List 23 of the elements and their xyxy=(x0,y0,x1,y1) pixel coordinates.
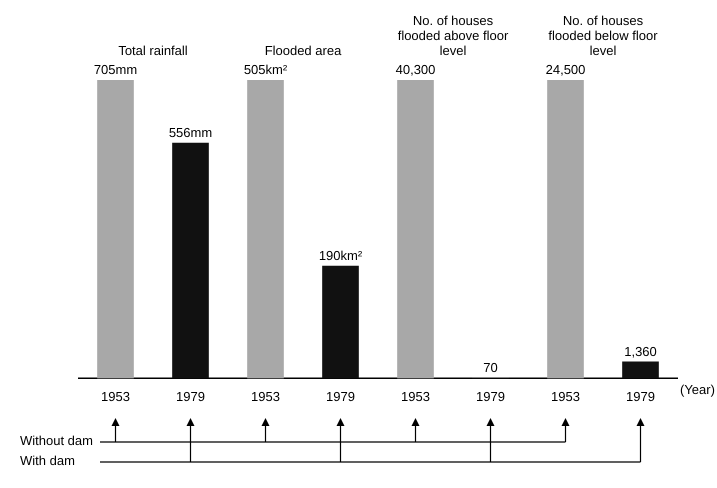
x-tick-label: 1979 xyxy=(626,388,655,404)
x-tick-label: 1953 xyxy=(551,388,580,404)
data-label: 505km² xyxy=(244,62,288,78)
x-axis-title: (Year) xyxy=(680,382,715,397)
data-label: 556mm xyxy=(168,125,212,140)
data-label: 70 xyxy=(483,360,498,375)
x-tick-label: 1979 xyxy=(176,388,205,404)
data-label: 24,500 xyxy=(546,62,586,78)
data-label: 705mm xyxy=(94,62,138,78)
chart-title: No. of houses flooded above floor level xyxy=(397,13,509,58)
x-tick-label: 1953 xyxy=(401,388,430,404)
x-tick-label: 1979 xyxy=(476,388,505,404)
data-label: 190km² xyxy=(318,248,363,264)
chart-title: No. of houses flooded below floor level xyxy=(547,13,659,58)
text: With dam xyxy=(20,453,75,468)
chart-title: Total rainfall xyxy=(117,43,189,58)
x-tick-label: 1953 xyxy=(251,388,280,404)
text: Without dam xyxy=(20,433,93,448)
data-label: 40,300 xyxy=(396,62,436,78)
data-label: 1,360 xyxy=(624,344,657,359)
x-tick-label: 1953 xyxy=(101,388,130,404)
x-tick-label: 1979 xyxy=(326,388,355,404)
chart-title: Flooded area xyxy=(264,43,342,58)
